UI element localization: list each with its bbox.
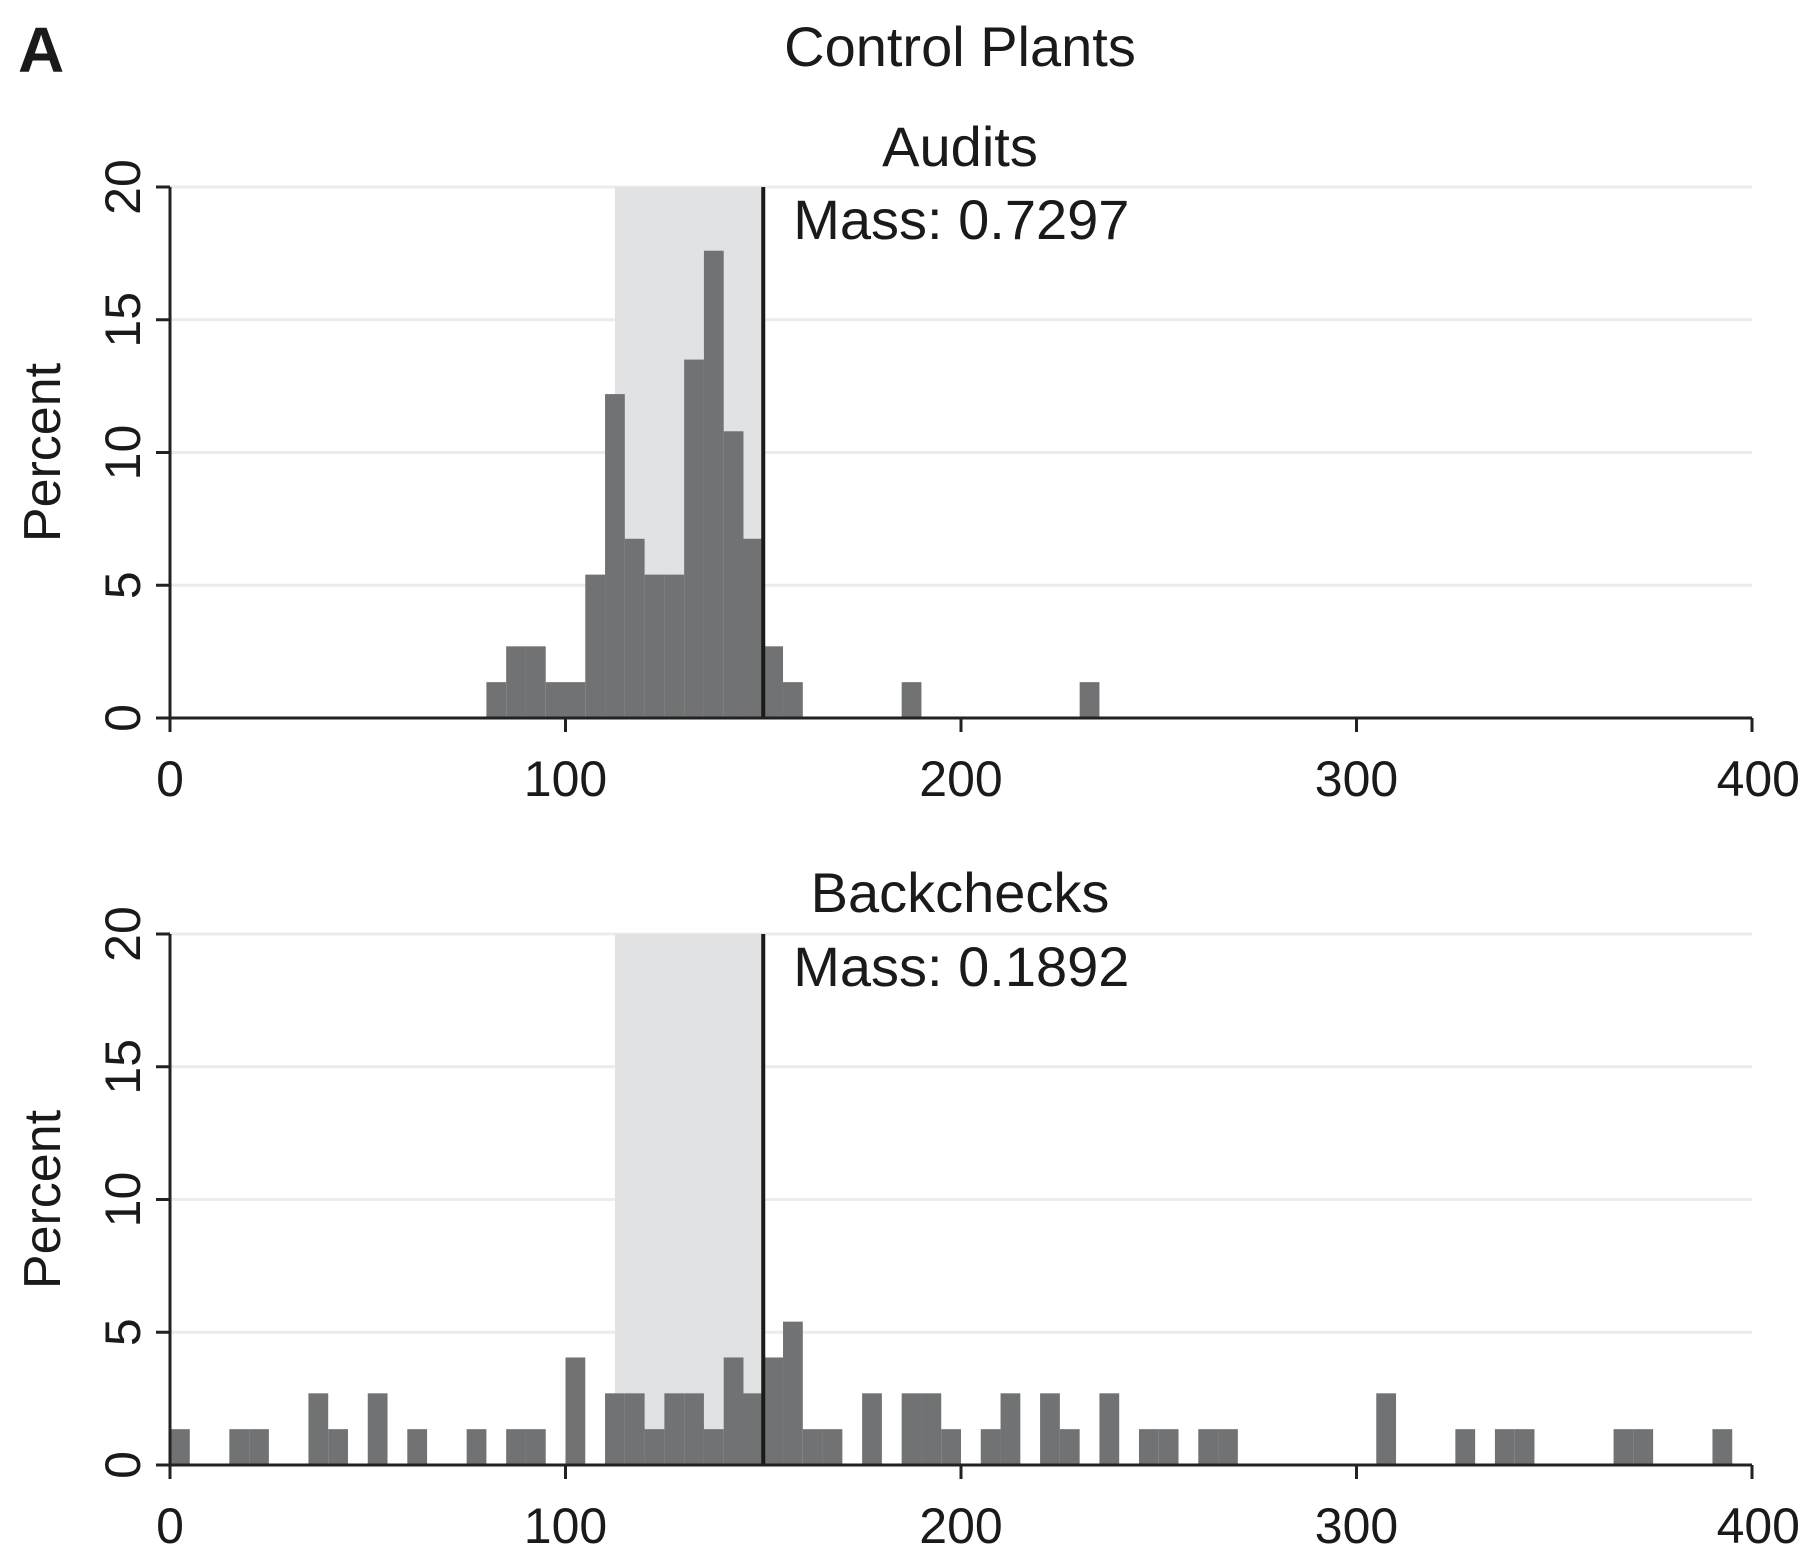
histogram-bar bbox=[1138, 1429, 1159, 1465]
x-tick-label: 0 bbox=[156, 751, 184, 807]
histogram-bar bbox=[1494, 1429, 1515, 1465]
x-tick-label: 400 bbox=[1717, 1498, 1800, 1552]
x-tick-label: 300 bbox=[1315, 1498, 1398, 1552]
subplot-title: Backchecks bbox=[811, 861, 1110, 924]
histogram-bar bbox=[1514, 1429, 1535, 1465]
histogram-bar bbox=[1059, 1429, 1080, 1465]
histogram-bar bbox=[565, 1357, 586, 1465]
histogram-bar bbox=[941, 1429, 961, 1465]
histogram-bar bbox=[763, 1357, 784, 1465]
histogram-bar bbox=[684, 359, 704, 718]
histogram-bar bbox=[723, 1357, 744, 1465]
histogram-bar bbox=[367, 1393, 388, 1465]
histogram-bar bbox=[743, 538, 764, 718]
x-tick-label: 300 bbox=[1315, 751, 1398, 807]
histogram-bar bbox=[703, 250, 724, 718]
y-tick-label: 20 bbox=[95, 906, 151, 962]
histogram-bar bbox=[1040, 1393, 1060, 1465]
y-axis-label: Percent bbox=[14, 1109, 72, 1289]
histogram-bar bbox=[545, 682, 566, 718]
histogram-bar bbox=[1633, 1429, 1654, 1465]
histogram-bar bbox=[763, 646, 784, 718]
figure-title: Control Plants bbox=[784, 15, 1136, 78]
histogram-bar bbox=[723, 431, 744, 718]
histogram-bar bbox=[901, 1393, 922, 1465]
histogram-bar bbox=[1613, 1429, 1634, 1465]
y-tick-label: 0 bbox=[95, 1451, 151, 1479]
y-tick-label: 10 bbox=[95, 425, 151, 481]
histogram-bar bbox=[506, 1429, 526, 1465]
histogram-bar bbox=[1376, 1393, 1397, 1465]
histogram-bar bbox=[466, 1429, 487, 1465]
histogram-bar bbox=[802, 1429, 823, 1465]
histogram-bar bbox=[308, 1393, 329, 1465]
histogram-bar bbox=[565, 682, 586, 718]
y-tick-label: 10 bbox=[95, 1172, 151, 1228]
histogram-bar bbox=[407, 1429, 428, 1465]
histogram-bar bbox=[605, 1393, 625, 1465]
histogram-bar bbox=[684, 1393, 704, 1465]
histogram-bar bbox=[1079, 682, 1100, 718]
mass-annotation: Mass: 0.7297 bbox=[793, 188, 1129, 251]
histogram-bar bbox=[1218, 1429, 1238, 1465]
x-tick-label: 400 bbox=[1717, 751, 1800, 807]
histogram-bar bbox=[644, 574, 665, 718]
histogram-bar bbox=[624, 538, 645, 718]
histogram-bar bbox=[822, 1429, 843, 1465]
x-tick-label: 0 bbox=[156, 1498, 184, 1552]
histogram-bar bbox=[1000, 1393, 1021, 1465]
x-tick-label: 100 bbox=[524, 1498, 607, 1552]
histogram-bar bbox=[862, 1393, 882, 1465]
histogram-bar bbox=[743, 1393, 764, 1465]
y-tick-label: 15 bbox=[95, 1039, 151, 1095]
histogram-bar bbox=[980, 1429, 1001, 1465]
histogram-bar bbox=[624, 1393, 645, 1465]
histogram-bar bbox=[901, 682, 922, 718]
histogram-bar bbox=[644, 1429, 665, 1465]
histogram-bar bbox=[664, 574, 685, 718]
histogram-bar bbox=[525, 1429, 546, 1465]
histogram-bar bbox=[783, 682, 803, 718]
histogram-bar bbox=[664, 1393, 685, 1465]
panel-letter: A bbox=[18, 14, 64, 86]
y-tick-label: 5 bbox=[95, 1318, 151, 1346]
x-tick-label: 100 bbox=[524, 751, 607, 807]
histogram-bar bbox=[525, 646, 546, 718]
histogram-bar bbox=[486, 682, 507, 718]
x-tick-label: 200 bbox=[919, 751, 1002, 807]
histogram-bar bbox=[506, 646, 526, 718]
subplot-title: Audits bbox=[882, 115, 1038, 178]
histogram-bar bbox=[703, 1429, 724, 1465]
y-tick-label: 0 bbox=[95, 704, 151, 732]
y-tick-label: 15 bbox=[95, 292, 151, 348]
y-tick-label: 20 bbox=[95, 159, 151, 215]
mass-annotation: Mass: 0.1892 bbox=[793, 935, 1129, 998]
histogram-bar bbox=[249, 1429, 269, 1465]
y-axis-label: Percent bbox=[14, 362, 72, 542]
histogram-bar bbox=[328, 1429, 348, 1465]
histogram-bar bbox=[170, 1429, 190, 1465]
histogram-bar bbox=[605, 394, 625, 718]
histogram-bar bbox=[783, 1321, 803, 1465]
histogram-bar bbox=[1198, 1429, 1219, 1465]
histogram-bar bbox=[1158, 1429, 1179, 1465]
histogram-bar bbox=[1099, 1393, 1120, 1465]
x-tick-label: 200 bbox=[919, 1498, 1002, 1552]
y-tick-label: 5 bbox=[95, 571, 151, 599]
histogram-bar bbox=[1455, 1429, 1476, 1465]
histogram-bar bbox=[229, 1429, 250, 1465]
histogram-bar bbox=[1712, 1429, 1733, 1465]
histogram-bar bbox=[585, 574, 606, 718]
histogram-bar bbox=[921, 1393, 942, 1465]
